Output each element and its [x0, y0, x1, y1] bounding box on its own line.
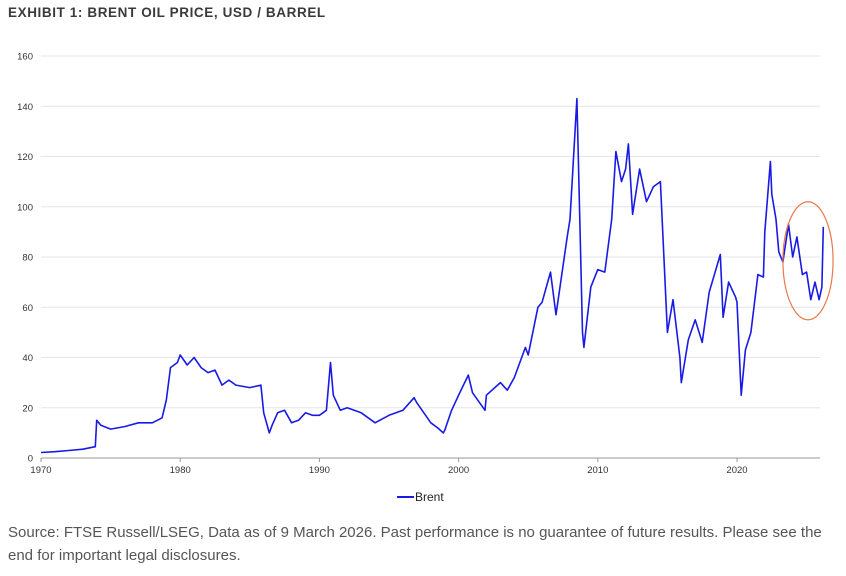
y-tick-label: 80 [22, 253, 33, 264]
y-tick-label: 20 [22, 403, 33, 414]
y-tick-label: 40 [22, 353, 33, 364]
source-note: Source: FTSE Russell/LSEG, Data as of 9 … [8, 524, 822, 564]
x-tick-label: 2020 [726, 465, 747, 476]
x-tick-label: 1990 [309, 465, 330, 476]
y-tick-label: 0 [28, 454, 33, 465]
line-chart: 0 20 40 60 80 100 120 140 160 1970 1980 1990 2000 20… [17, 52, 834, 504]
y-tick-label: 100 [17, 202, 33, 213]
x-axis-ticks: 1970 1980 1990 2000 2010 2020 [30, 458, 748, 476]
y-tick-label: 120 [17, 152, 33, 163]
x-tick-label: 1970 [30, 465, 51, 476]
y-tick-label: 60 [22, 303, 33, 314]
highlight-ellipse [782, 201, 834, 321]
x-tick-label: 2000 [448, 465, 469, 476]
y-tick-label: 140 [17, 102, 33, 113]
legend[interactable]: Brent [397, 490, 444, 504]
series-line-brent [40, 97, 825, 454]
legend-label-brent: Brent [415, 490, 444, 504]
y-tick-label: 160 [17, 52, 33, 63]
y-axis-ticks: 0 20 40 60 80 100 120 140 160 [17, 52, 33, 465]
gridlines [41, 55, 820, 409]
x-tick-label: 1980 [170, 465, 191, 476]
chart-title: EXHIBIT 1: BRENT OIL PRICE, USD / BARREL [8, 5, 326, 20]
x-tick-label: 2010 [587, 465, 608, 476]
